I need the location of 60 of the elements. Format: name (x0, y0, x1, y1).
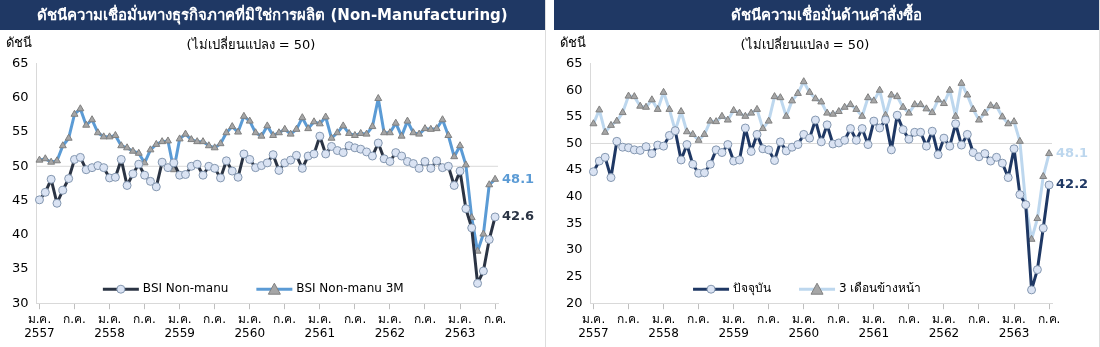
y-tick-label: 20 (566, 294, 583, 310)
x-tick-label: ก.ค. (687, 311, 710, 326)
y-tick-label: 35 (12, 260, 29, 276)
y-tick-label: 25 (566, 267, 583, 283)
y-tick-label: 50 (566, 134, 583, 150)
x-tick-label: ก.ค. (343, 311, 367, 326)
y-tick-label: 35 (566, 214, 583, 230)
legend-label: BSI Non-manu 3M (296, 281, 404, 296)
y-tick-label: 60 (12, 89, 29, 105)
y-tick-label: 65 (12, 54, 29, 70)
x-tick-label: ม.ค. 2562 (374, 311, 406, 340)
y-tick-label: 30 (12, 294, 29, 310)
y-tick-label: 55 (566, 108, 583, 124)
data-label: 42.2 (1056, 176, 1089, 192)
chart-title: ดัชนีความเชื่อมั่นด้านคำสั่งซื้อ (554, 0, 1099, 30)
y-tick-label: 45 (12, 191, 29, 207)
y-tick-label: 40 (12, 226, 29, 242)
x-tick-label: ม.ค. 2561 (858, 311, 890, 340)
x-tick-label: ก.ค. (617, 311, 640, 326)
y-axis-title: ดัชนี (6, 35, 32, 51)
x-tick-label: ก.ค. (63, 311, 86, 326)
legend-label: 3 เดือนข้างหน้า (839, 281, 922, 296)
chart-title: ดัชนีความเชื่อมั่นทางธุรกิจภาคที่มิใช่การผลิต (Non-Manufacturing) (0, 0, 545, 30)
x-tick-label: ก.ค. (133, 311, 156, 326)
chart-subtitle: (ไม่เปลี่ยนแปลง = 50) (186, 36, 316, 53)
x-tick-label: ก.ค. (1037, 311, 1061, 326)
chart-subtitle: (ไม่เปลี่ยนแปลง = 50) (740, 36, 870, 53)
x-tick-label: ม.ค. 2557 (24, 311, 55, 340)
x-tick-label: ก.ค. (757, 311, 781, 326)
x-tick-label: ม.ค. 2557 (578, 311, 609, 340)
x-tick-label: ก.ค. (897, 311, 921, 326)
legend-label: ปัจจุบัน (733, 281, 772, 297)
x-tick-label: ก.ค. (273, 311, 297, 326)
x-tick-label: ม.ค. 2563 (998, 311, 1030, 340)
x-tick-label: ม.ค. 2562 (928, 311, 960, 340)
x-tick-label: ก.ค. (413, 311, 437, 326)
x-tick-label: ม.ค. 2559 (718, 311, 749, 340)
y-tick-label: 30 (566, 241, 583, 257)
x-tick-label: ก.ค. (827, 311, 851, 326)
y-axis-title: ดัชนี (560, 35, 586, 51)
y-tick-label: 60 (566, 81, 583, 97)
data-label: 48.1 (502, 170, 535, 186)
data-label: 42.6 (502, 208, 535, 224)
x-tick-label: ก.ค. (483, 311, 507, 326)
y-tick-label: 55 (12, 123, 29, 139)
x-tick-label: ก.ค. (203, 311, 227, 326)
x-tick-label: ม.ค. 2559 (164, 311, 195, 340)
x-tick-label: ม.ค. 2563 (444, 311, 476, 340)
x-tick-label: ม.ค. 2561 (304, 311, 336, 340)
x-tick-label: ก.ค. (967, 311, 991, 326)
y-tick-label: 45 (566, 161, 583, 177)
x-tick-label: ม.ค. 2558 (94, 311, 125, 340)
x-tick-label: ม.ค. 2560 (788, 311, 820, 340)
legend-label: BSI Non-manu (142, 281, 229, 296)
x-tick-label: ม.ค. 2560 (234, 311, 266, 340)
data-label: 48.1 (1056, 144, 1089, 160)
y-tick-label: 50 (12, 157, 29, 173)
y-tick-label: 65 (566, 54, 583, 70)
y-tick-label: 40 (566, 188, 583, 204)
x-tick-label: ม.ค. 2558 (648, 311, 679, 340)
